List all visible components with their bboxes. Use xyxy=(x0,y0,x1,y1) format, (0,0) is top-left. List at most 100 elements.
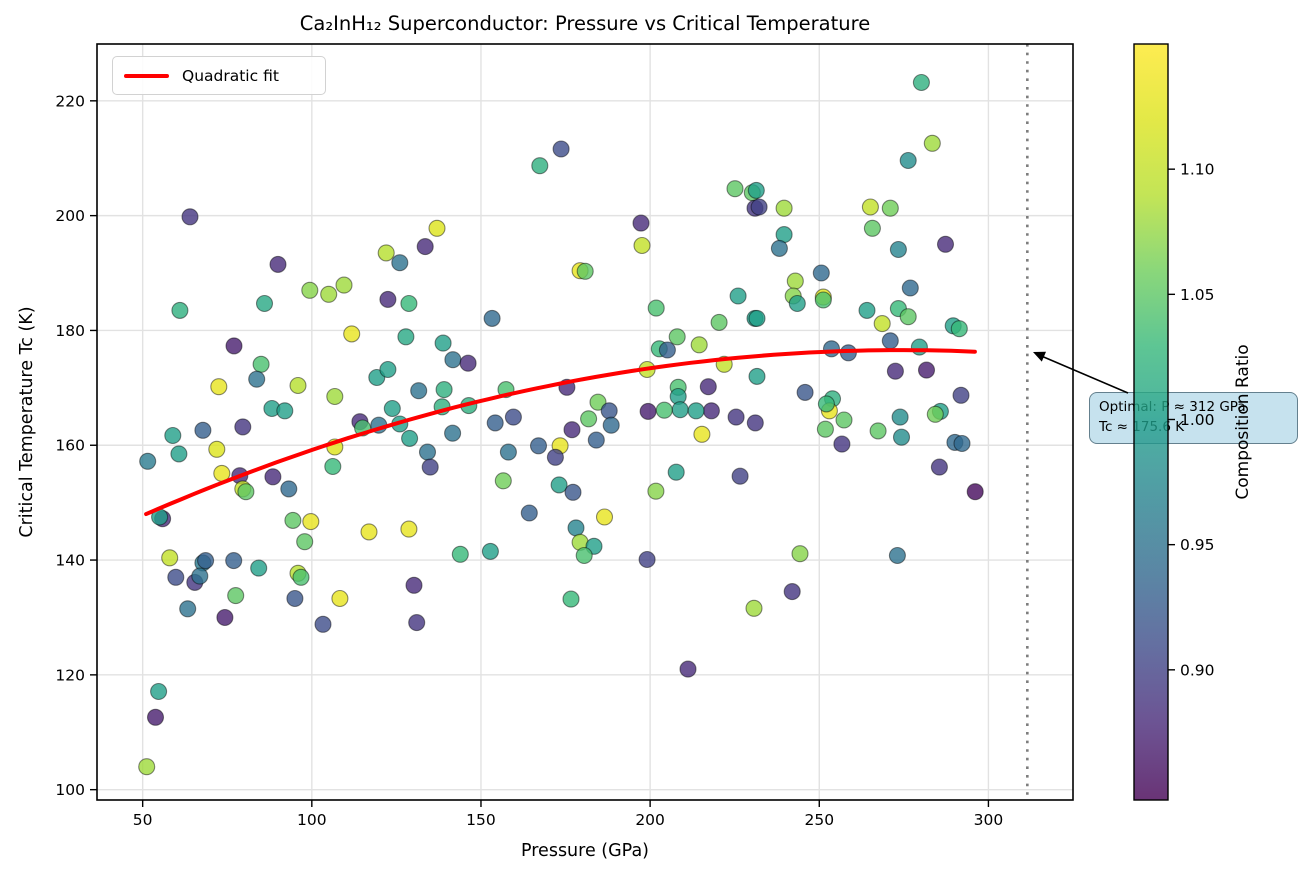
scatter-point xyxy=(435,381,453,399)
scatter-point xyxy=(459,354,477,372)
scatter-point xyxy=(150,682,168,701)
scatter-point xyxy=(679,660,697,678)
scatter-point xyxy=(910,338,928,356)
scatter-point xyxy=(575,546,593,565)
scatter-point xyxy=(750,198,768,216)
scatter-point xyxy=(531,157,549,175)
scatter-point xyxy=(444,424,462,442)
annotation-line1: Optimal: P ≈ 312 GPa xyxy=(1099,399,1246,415)
scatter-point xyxy=(529,437,548,455)
scatter-point xyxy=(421,458,439,476)
scatter-point xyxy=(179,600,197,618)
scatter-point xyxy=(917,361,936,379)
scatter-point xyxy=(481,542,499,560)
x-tick-label: 50 xyxy=(133,811,153,829)
scatter-point xyxy=(587,431,605,449)
scatter-point xyxy=(881,332,899,350)
scatter-point xyxy=(191,567,209,585)
scatter-point xyxy=(562,590,580,608)
scatter-point xyxy=(647,482,665,500)
scatter-point xyxy=(320,285,338,303)
scatter-point xyxy=(255,294,274,313)
scatter-point xyxy=(889,240,907,259)
scatter-point xyxy=(658,341,676,359)
scatter-point xyxy=(731,467,749,485)
scatter-point xyxy=(748,367,766,385)
scatter-point xyxy=(726,180,744,198)
scatter-point xyxy=(139,452,157,470)
y-tick-label: 200 xyxy=(55,207,85,225)
scatter-point xyxy=(564,483,582,501)
scatter-point xyxy=(216,608,234,627)
scatter-point xyxy=(225,337,243,355)
chart-title: Ca₂InH₁₂ Superconductor: Pressure vs Cri… xyxy=(299,12,871,35)
x-tick-label: 300 xyxy=(974,811,1004,829)
scatter-point xyxy=(912,73,930,92)
scatter-point xyxy=(383,399,401,418)
scatter-point xyxy=(377,244,395,262)
scatter-point xyxy=(563,421,581,439)
scatter-point xyxy=(343,325,361,343)
scatter-point xyxy=(331,589,349,608)
scatter-point xyxy=(863,219,881,237)
scatter-point xyxy=(952,386,970,404)
scatter-point xyxy=(899,308,917,326)
scatter-point xyxy=(817,395,835,413)
scatter-point xyxy=(899,151,917,170)
scatter-point xyxy=(410,382,428,400)
y-tick-label: 220 xyxy=(55,92,85,110)
scatter-point xyxy=(486,414,504,432)
scatter-point xyxy=(693,425,711,443)
scatter-point xyxy=(881,199,899,217)
scatter-point xyxy=(770,239,788,257)
scatter-point xyxy=(379,360,397,379)
scatter-point xyxy=(869,422,887,440)
scatter-point xyxy=(408,614,426,632)
scatter-point xyxy=(324,457,342,476)
x-tick-label: 150 xyxy=(466,811,496,829)
scatter-point xyxy=(600,402,618,420)
scatter-point xyxy=(567,519,585,537)
scatter-point xyxy=(727,408,745,426)
annotation-box: Optimal: P ≈ 312 GPa Tc ≈ 175.6 K xyxy=(1089,392,1298,444)
scatter-point xyxy=(775,199,793,217)
scatter-point xyxy=(405,576,423,594)
scatter-point xyxy=(930,458,948,476)
scatter-point xyxy=(302,513,320,531)
scatter-point xyxy=(647,299,665,317)
scatter-point xyxy=(632,214,650,232)
scatter-point xyxy=(269,255,287,273)
scatter-point xyxy=(171,301,189,319)
x-axis-label: Pressure (GPa) xyxy=(521,841,649,861)
x-tick-label: 250 xyxy=(804,811,834,829)
scatter-point xyxy=(833,435,851,453)
y-tick-label: 100 xyxy=(55,781,85,799)
scatter-point xyxy=(280,480,298,498)
scatter-point xyxy=(326,387,344,406)
scatter-point xyxy=(234,418,252,436)
scatter-point xyxy=(671,401,689,419)
scatter-point xyxy=(227,587,245,605)
scatter-point xyxy=(639,402,657,420)
scatter-point xyxy=(401,429,419,447)
y-tick-label: 140 xyxy=(55,552,85,570)
scatter-point xyxy=(699,378,717,396)
scatter-point xyxy=(936,235,955,253)
scatter-point xyxy=(687,402,705,420)
scatter-point xyxy=(953,434,971,453)
x-tick-label: 100 xyxy=(297,811,327,829)
scatter-point xyxy=(248,370,266,388)
scatter-point xyxy=(451,545,469,563)
scatter-point xyxy=(550,476,568,494)
scatter-point xyxy=(835,411,853,429)
scatter-point xyxy=(301,281,319,299)
scatter-point xyxy=(250,559,268,577)
scatter-point xyxy=(335,276,353,294)
scatter-point xyxy=(702,402,720,420)
scatter-point xyxy=(444,351,462,369)
scatter-point xyxy=(400,294,418,313)
scatter-point xyxy=(901,279,919,297)
scatter-point xyxy=(816,420,834,438)
scatter-point xyxy=(729,287,747,305)
